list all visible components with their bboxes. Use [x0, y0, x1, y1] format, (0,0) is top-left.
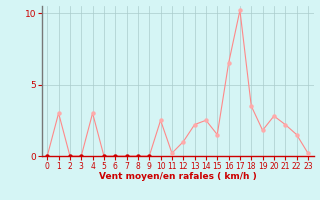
X-axis label: Vent moyen/en rafales ( km/h ): Vent moyen/en rafales ( km/h ): [99, 172, 256, 181]
